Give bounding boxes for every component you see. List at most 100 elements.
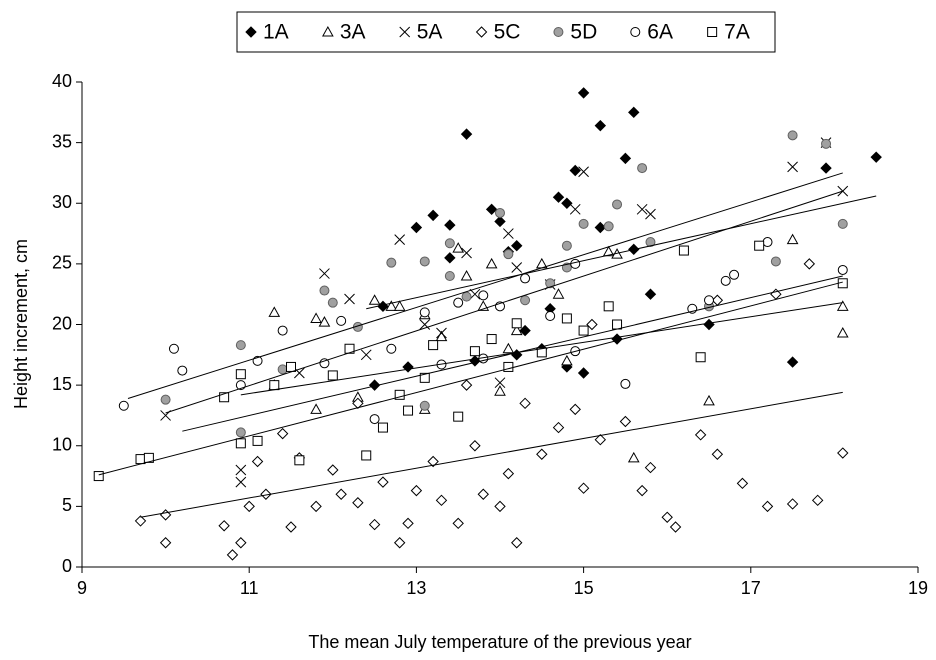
point xyxy=(786,356,799,368)
point xyxy=(352,497,364,509)
point xyxy=(627,451,640,463)
point xyxy=(469,288,481,300)
point xyxy=(594,119,607,132)
point xyxy=(478,290,489,301)
point xyxy=(410,484,423,497)
point xyxy=(402,361,414,373)
point xyxy=(578,218,589,229)
point xyxy=(695,352,706,363)
point xyxy=(594,221,607,234)
point xyxy=(160,394,171,405)
y-tick-label: 25 xyxy=(52,253,72,273)
point xyxy=(368,379,381,391)
point xyxy=(419,307,430,318)
x-axis-label: The mean July temperature of the previou… xyxy=(308,632,691,652)
point xyxy=(511,239,523,252)
trend-line xyxy=(366,195,877,310)
point xyxy=(611,333,623,345)
point xyxy=(369,414,380,425)
point xyxy=(787,130,798,141)
point xyxy=(368,294,381,305)
point xyxy=(461,247,472,259)
point xyxy=(552,191,565,203)
y-tick-label: 35 xyxy=(52,131,72,151)
point xyxy=(335,488,347,500)
point xyxy=(494,215,506,228)
point xyxy=(520,273,531,284)
point xyxy=(720,275,731,286)
point xyxy=(469,346,480,357)
point xyxy=(477,488,489,500)
point xyxy=(393,537,406,549)
legend-marker xyxy=(553,27,564,37)
point xyxy=(486,334,497,345)
point xyxy=(569,403,581,416)
point xyxy=(577,367,590,379)
point xyxy=(754,240,765,251)
legend-label: 5A xyxy=(417,21,443,44)
point xyxy=(552,421,565,434)
point xyxy=(602,245,615,257)
point xyxy=(159,537,172,549)
point xyxy=(294,367,305,379)
trend-line xyxy=(98,281,843,476)
point xyxy=(327,370,338,381)
point xyxy=(460,128,473,140)
point xyxy=(319,268,330,279)
point xyxy=(485,203,498,216)
point xyxy=(352,397,364,410)
point xyxy=(460,269,473,281)
y-tick-label: 15 xyxy=(52,374,72,394)
point xyxy=(286,361,296,372)
point xyxy=(736,477,749,490)
y-tick-label: 20 xyxy=(52,313,72,333)
point xyxy=(603,301,614,312)
point xyxy=(159,509,172,521)
point xyxy=(385,300,398,311)
point xyxy=(519,324,531,337)
point xyxy=(461,291,472,302)
legend-label: 1A xyxy=(263,21,289,44)
x-tick-label: 17 xyxy=(741,578,761,598)
point xyxy=(494,385,506,396)
point xyxy=(452,242,465,253)
point xyxy=(837,447,849,459)
point xyxy=(368,518,381,531)
point xyxy=(704,295,714,306)
trend-line xyxy=(127,172,843,399)
point xyxy=(269,380,280,391)
point xyxy=(612,199,623,210)
point xyxy=(327,297,338,308)
point xyxy=(135,454,146,465)
point xyxy=(260,488,272,500)
point xyxy=(360,349,372,361)
point xyxy=(310,403,322,414)
point xyxy=(410,221,423,234)
point xyxy=(318,316,331,327)
point xyxy=(628,106,640,119)
point xyxy=(561,354,573,366)
point xyxy=(319,285,330,296)
point xyxy=(619,415,632,428)
point xyxy=(552,288,565,299)
point xyxy=(219,392,230,403)
point xyxy=(503,249,514,260)
point xyxy=(377,422,388,433)
point xyxy=(619,152,632,165)
point xyxy=(536,448,548,460)
x-tick-label: 9 xyxy=(77,578,87,598)
point xyxy=(836,326,849,338)
point xyxy=(377,476,389,488)
point xyxy=(495,207,505,218)
point xyxy=(386,343,397,354)
point xyxy=(394,234,406,245)
point xyxy=(637,163,648,174)
legend-label: 6A xyxy=(647,21,673,44)
point xyxy=(134,515,147,527)
legend-label: 5D xyxy=(570,21,597,44)
point xyxy=(428,340,439,351)
point xyxy=(235,340,246,351)
point xyxy=(520,295,531,306)
point xyxy=(460,379,473,391)
point xyxy=(787,161,798,173)
